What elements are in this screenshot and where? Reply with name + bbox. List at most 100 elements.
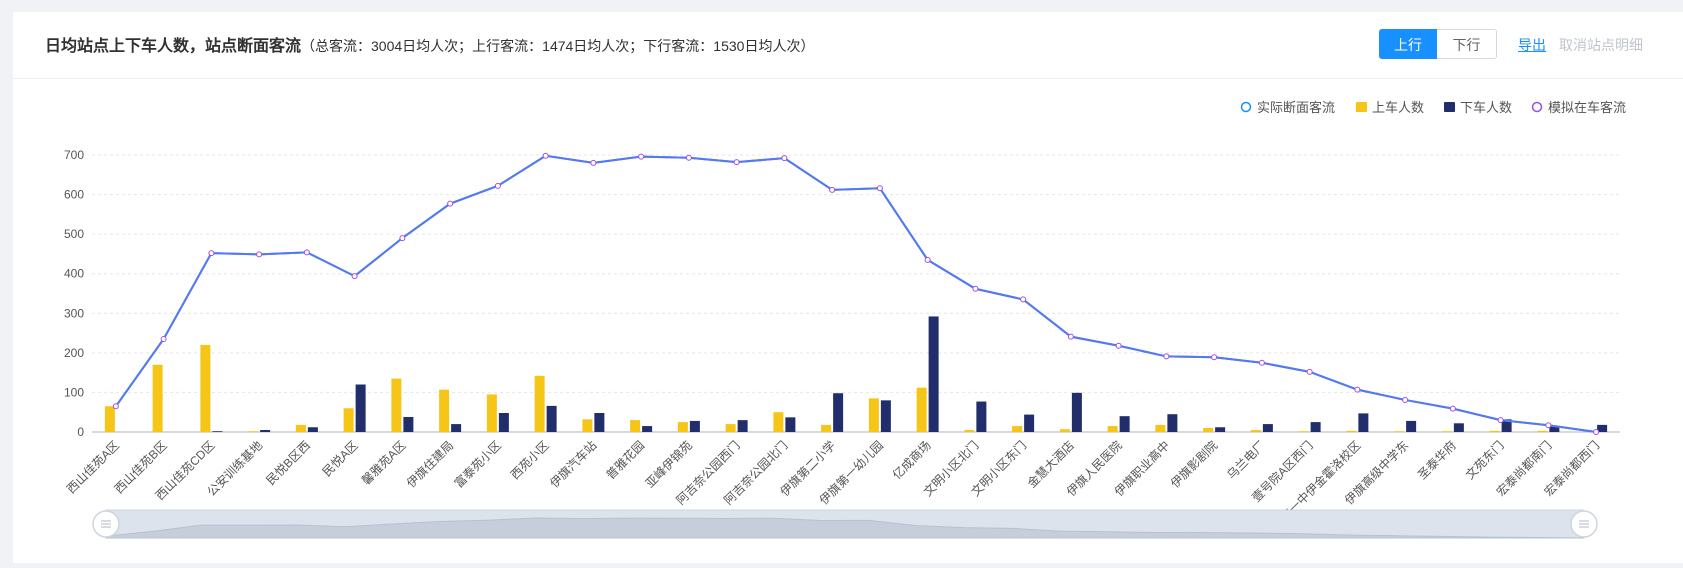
alighting-bar (1262, 424, 1273, 432)
boarding-bar (439, 389, 450, 432)
alighting-bar (642, 426, 653, 432)
flow-point (1354, 386, 1361, 393)
alighting-bar (689, 420, 700, 432)
alighting-bar (1501, 419, 1512, 432)
x-tick-label: 圣泰华府 (1414, 438, 1459, 483)
alighting-bar (1119, 416, 1130, 432)
alighting-bar (1549, 426, 1560, 432)
x-tick-label: 馨雅苑A区 (358, 438, 408, 488)
x-tick-label: 亿成商场 (889, 438, 934, 483)
alighting-bar (260, 430, 271, 432)
flow-point (1545, 422, 1552, 429)
alighting-bar (403, 416, 414, 432)
boarding-bar (1489, 430, 1500, 432)
title-summary: （总客流：3004日均人次；上行客流：1474日均人次；下行客流：1530日均人… (301, 38, 815, 54)
flow-point (1020, 296, 1027, 303)
simulated-flow-line (115, 154, 1597, 433)
x-tick-label: 文苑东门 (1462, 438, 1507, 483)
actual-section-flow-line (115, 154, 1597, 433)
alighting-bar (498, 413, 509, 432)
flow-point (1163, 353, 1170, 360)
y-tick-label: 500 (64, 227, 84, 241)
legend-marker (1531, 101, 1543, 113)
boarding-bar (295, 424, 306, 432)
flow-point (1593, 429, 1600, 435)
alighting-bar (833, 393, 844, 432)
alighting-bar (594, 413, 605, 432)
alighting-bar (785, 417, 796, 432)
export-link[interactable]: 导出 (1518, 37, 1546, 53)
flow-point (256, 251, 263, 258)
boarding-bar (1250, 430, 1261, 432)
boarding-bar (1155, 424, 1166, 432)
x-tick-label: 金慧大酒店 (1024, 438, 1077, 491)
boarding-bar (1537, 430, 1548, 432)
direction-up-button[interactable]: 上行 (1379, 29, 1437, 59)
flow-point (542, 152, 549, 159)
flow-point (924, 256, 931, 263)
y-tick-label: 0 (77, 425, 84, 439)
flow-point (829, 186, 836, 193)
legend-label: 上车人数 (1372, 100, 1424, 115)
flow-point (399, 235, 406, 242)
flow-point (876, 185, 883, 192)
boarding-bar (821, 424, 832, 432)
alighting-bar (1215, 427, 1226, 432)
boarding-bar (152, 364, 163, 432)
boarding-bar (1203, 428, 1214, 432)
y-tick-label: 600 (64, 188, 84, 202)
flow-point (112, 403, 119, 410)
x-tick-label: 富泰苑小区 (451, 438, 504, 491)
boarding-bar (486, 394, 497, 432)
boarding-bar (582, 419, 593, 432)
alighting-bar (928, 316, 939, 432)
flow-point (733, 159, 740, 166)
alighting-bar (546, 405, 557, 432)
alighting-bar (976, 401, 987, 432)
boarding-bar (868, 398, 879, 432)
y-tick-label: 200 (64, 346, 84, 360)
y-tick-label: 700 (64, 148, 84, 162)
legend-label: 模拟在车客流 (1548, 100, 1626, 115)
alighting-bar (1167, 414, 1178, 432)
boarding-bar (1394, 431, 1405, 432)
direction-down-button[interactable]: 下行 (1437, 29, 1497, 59)
legend-label: 下车人数 (1460, 100, 1512, 115)
x-tick-label: 普雅花园 (603, 438, 648, 483)
flow-point (972, 285, 979, 292)
boarding-bar (916, 387, 927, 432)
y-tick-label: 400 (64, 267, 84, 281)
x-tick-label: 西苑小区 (508, 438, 552, 482)
zoom-handle-left[interactable] (92, 510, 120, 538)
alighting-bar (1597, 424, 1608, 432)
alighting-bar (880, 400, 891, 432)
flow-point (1402, 396, 1409, 403)
alighting-bar (307, 427, 318, 432)
zoom-handle-right[interactable] (1570, 510, 1598, 538)
direction-toggle: 上行 下行 (1379, 29, 1497, 59)
alighting-bar (212, 431, 223, 432)
alighting-bar (1310, 422, 1321, 432)
panel-header: 日均站点上下车人数，站点断面客流（总客流：3004日均人次；上行客流：1474日… (13, 12, 1683, 79)
boarding-bar (1059, 429, 1070, 432)
boarding-bar (200, 344, 211, 432)
flow-point (781, 155, 788, 162)
flow-point (590, 159, 597, 166)
boarding-bar (104, 406, 115, 432)
x-tick-label: 民悦A区 (320, 438, 361, 479)
alighting-bar (1453, 423, 1464, 432)
x-tick-label: 伊旗汽车站 (546, 438, 599, 491)
x-tick-label: 民悦B区西 (263, 438, 313, 488)
legend-label: 实际断面客流 (1257, 100, 1335, 115)
flow-point (685, 154, 692, 161)
boarding-bar (1012, 426, 1023, 432)
flow-point (1258, 359, 1265, 366)
boarding-bar (1107, 426, 1118, 432)
legend-marker (1444, 102, 1455, 112)
cancel-station-detail-link[interactable]: 取消站点明细 (1559, 37, 1643, 53)
flow-point (1449, 405, 1456, 412)
y-tick-label: 300 (64, 306, 84, 320)
boarding-bar (773, 412, 784, 432)
legend-marker (1356, 102, 1367, 112)
